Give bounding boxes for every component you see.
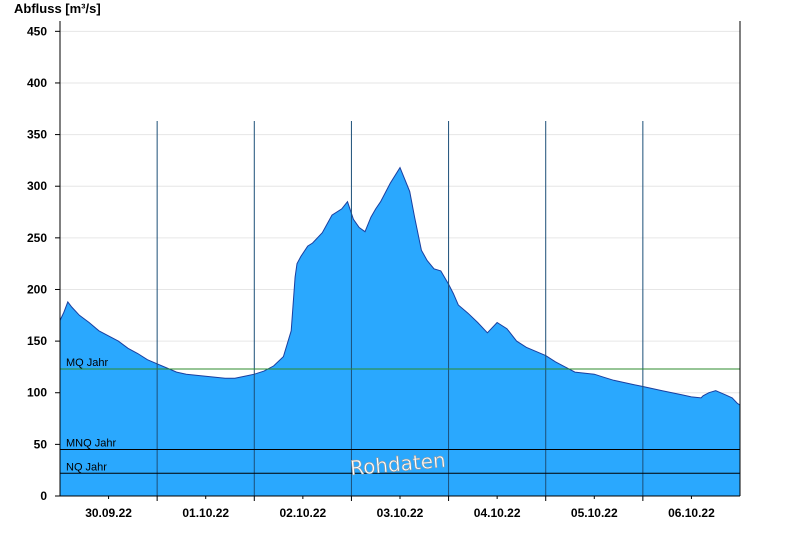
reference-label-2: NQ Jahr [66,461,107,473]
x-tick-label-2: 02.10.22 [279,506,326,520]
y-tick-label-250: 250 [27,231,47,245]
x-tick-label-4: 04.10.22 [474,506,521,520]
y-tick-label-300: 300 [27,179,47,193]
y-axis-label: Abfluss [m³/s] [14,1,101,16]
y-tick-label-100: 100 [27,386,47,400]
axes [55,21,741,501]
y-tick-label-450: 450 [27,24,47,38]
y-tick-label-150: 150 [27,334,47,348]
reference-label-1: MNQ Jahr [66,438,116,450]
reference-label-0: MQ Jahr [66,357,109,369]
data-line-0 [59,166,741,406]
day-divider-lines [156,121,644,496]
y-tick-label-50: 50 [34,437,48,451]
x-tick-label-3: 03.10.22 [377,506,424,520]
x-tick-label-5: 05.10.22 [571,506,618,520]
reference-lines: MQ Jahr MNQ Jahr NQ Jahr [60,357,740,474]
y-tick-label-400: 400 [27,76,47,90]
data-area-0 [60,167,740,496]
y-tick-label-0: 0 [40,489,47,503]
x-tick-label-0: 30.09.22 [85,506,132,520]
y-tick-label-350: 350 [27,128,47,142]
y-tick-label-200: 200 [27,282,47,296]
tick-labels: 0 50 100 150 200 250 300 350 400 450 30.09.22 01.10… [27,24,715,520]
data-area-layer [59,166,741,496]
x-tick-label-1: 01.10.22 [182,506,229,520]
x-tick-label-6: 06.10.22 [668,506,715,520]
